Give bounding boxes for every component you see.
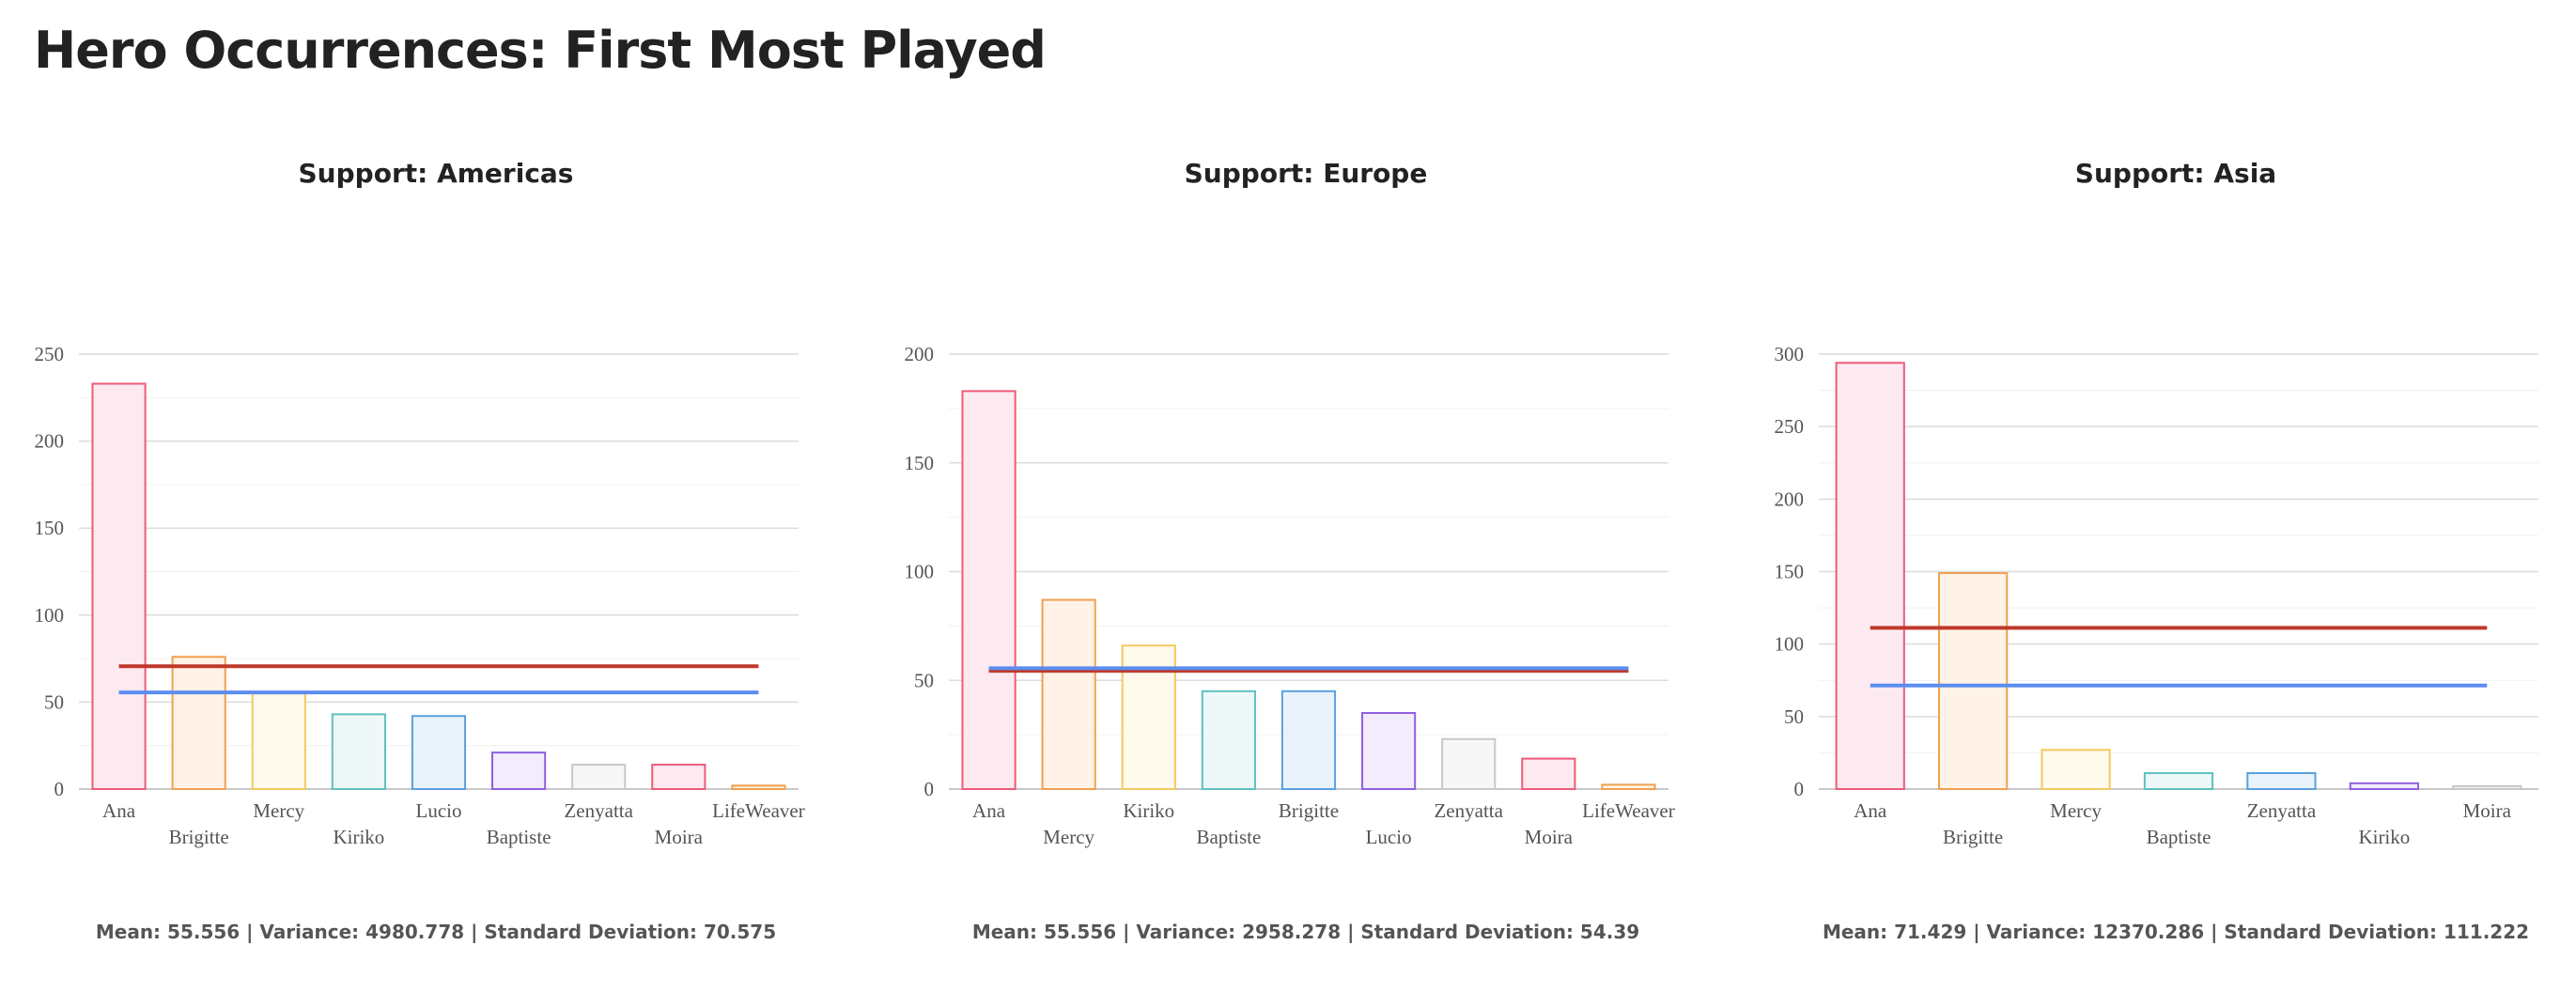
x-tick-label: Brigitte bbox=[169, 826, 229, 848]
bar bbox=[331, 713, 386, 791]
y-tick-label: 100 bbox=[1775, 633, 1805, 656]
x-tick-label: Kiriko bbox=[1123, 799, 1174, 822]
bar bbox=[2349, 782, 2419, 790]
y-tick-label: 200 bbox=[1775, 488, 1805, 510]
x-tick-label: Ana bbox=[1854, 799, 1887, 822]
chart-panel-asia: Support: Asia 0 50 100 150 200 250 300 Ana Brigi… bbox=[1753, 141, 2576, 986]
bar bbox=[491, 751, 547, 790]
y-tick-label: 50 bbox=[1784, 705, 1804, 728]
bar bbox=[571, 764, 627, 791]
chart-asia: 0 50 100 150 200 250 300 Ana Brigitte Mercy Baptis… bbox=[1775, 343, 2538, 848]
x-tick-label: LifeWeaver bbox=[712, 799, 805, 822]
x-tick-label: Kiriko bbox=[2358, 826, 2410, 848]
bar bbox=[171, 656, 226, 790]
bar bbox=[91, 382, 147, 790]
bar bbox=[1280, 689, 1337, 791]
x-tick-label: Brigitte bbox=[1279, 799, 1339, 822]
x-tick-label: Lucio bbox=[1366, 826, 1412, 848]
y-tick-label: 150 bbox=[905, 452, 935, 474]
y-tick-label: 200 bbox=[905, 343, 935, 365]
y-tick-label: 100 bbox=[905, 561, 935, 583]
bar bbox=[1361, 711, 1417, 790]
bar bbox=[1201, 689, 1256, 791]
bar bbox=[2143, 772, 2214, 790]
bar bbox=[411, 715, 467, 790]
bar bbox=[1041, 598, 1096, 790]
y-tick-label: 250 bbox=[35, 343, 65, 365]
chart-americas: 0 50 100 150 200 250 Ana Brigitte Mercy Kiriko Luc… bbox=[35, 343, 805, 848]
y-tick-label: 0 bbox=[54, 778, 65, 800]
bar bbox=[1601, 783, 1656, 790]
x-tick-label: Baptiste bbox=[487, 826, 551, 848]
chart-stats: Mean: 71.429 | Variance: 12370.286 | Sta… bbox=[1822, 921, 2530, 943]
y-tick-label: 50 bbox=[914, 669, 934, 691]
y-tick-label: 200 bbox=[35, 430, 65, 453]
chart-panel-americas: Support: Americas 0 50 100 150 200 250 Ana Brig… bbox=[13, 141, 859, 986]
chart-title: Support: Europe bbox=[1184, 158, 1428, 189]
y-tick-label: 0 bbox=[1794, 778, 1805, 800]
bar bbox=[1521, 757, 1576, 791]
y-tick-label: 150 bbox=[35, 517, 65, 539]
y-tick-label: 300 bbox=[1775, 343, 1805, 365]
bar bbox=[961, 390, 1016, 790]
x-tick-label: Brigitte bbox=[1943, 826, 2003, 848]
y-tick-label: 0 bbox=[924, 778, 935, 800]
chart-title: Support: Americas bbox=[298, 158, 574, 189]
bar bbox=[1441, 737, 1497, 791]
x-tick-label: LifeWeaver bbox=[1582, 799, 1675, 822]
y-tick-label: 100 bbox=[35, 604, 65, 627]
bar bbox=[1835, 362, 1905, 790]
x-tick-label: Mercy bbox=[253, 799, 304, 822]
bar bbox=[251, 692, 306, 791]
bar bbox=[2452, 784, 2522, 790]
bar bbox=[731, 784, 786, 791]
chart-europe: 0 50 100 150 200 Ana Mercy Kiriko Baptiste Brigit… bbox=[905, 343, 1675, 848]
x-tick-label: Mercy bbox=[1043, 826, 1094, 848]
chart-stats: Mean: 55.556 | Variance: 4980.778 | Stan… bbox=[95, 921, 777, 943]
y-tick-label: 150 bbox=[1775, 561, 1805, 583]
chart-stats: Mean: 55.556 | Variance: 2958.278 | Stan… bbox=[971, 921, 1640, 943]
bar bbox=[2041, 749, 2111, 791]
chart-title: Support: Asia bbox=[2074, 158, 2277, 189]
x-tick-label: Mercy bbox=[2050, 799, 2102, 822]
chart-panel-europe: Support: Europe 0 50 100 150 200 Ana Mercy Kiri… bbox=[883, 141, 1729, 986]
x-tick-label: Ana bbox=[972, 799, 1006, 822]
bar bbox=[2246, 772, 2317, 790]
x-tick-label: Moira bbox=[655, 826, 704, 848]
x-tick-label: Zenyatta bbox=[1434, 799, 1503, 822]
x-tick-label: Moira bbox=[2463, 799, 2512, 822]
x-tick-label: Zenyatta bbox=[564, 799, 633, 822]
x-tick-label: Kiriko bbox=[333, 826, 384, 848]
x-tick-label: Baptiste bbox=[1196, 826, 1261, 848]
x-tick-label: Lucio bbox=[416, 799, 462, 822]
y-tick-label: 50 bbox=[44, 690, 64, 713]
bar bbox=[1938, 572, 2009, 790]
x-tick-label: Baptiste bbox=[2147, 826, 2211, 848]
page-title: Hero Occurrences: First Most Played bbox=[34, 21, 1047, 80]
x-tick-label: Moira bbox=[1525, 826, 1574, 848]
x-tick-label: Zenyatta bbox=[2247, 799, 2317, 822]
y-tick-label: 250 bbox=[1775, 415, 1805, 438]
x-tick-label: Ana bbox=[102, 799, 136, 822]
bar bbox=[651, 764, 706, 791]
